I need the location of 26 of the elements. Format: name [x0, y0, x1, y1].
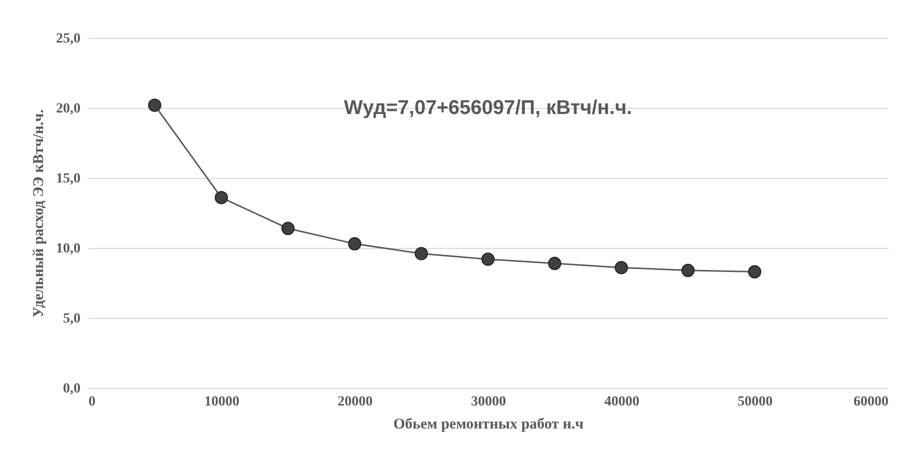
point — [481, 252, 495, 266]
point — [414, 246, 428, 260]
x-tick-label: 10000 — [204, 394, 240, 410]
y-tick-label: 25,0 — [56, 32, 80, 46]
y-tick-label: 20,0 — [56, 102, 80, 116]
x-tick-label: 0 — [88, 394, 96, 410]
point — [614, 260, 628, 274]
point — [348, 237, 362, 250]
point — [748, 265, 762, 278]
y-axis-title: Удельный расход ЭЭ кВтч/н.ч. — [31, 109, 47, 318]
y-tick-label: 5,0 — [63, 312, 80, 326]
x-axis-title: Обьем ремонтных работ н.ч — [393, 416, 584, 432]
y-tick-label: 15,0 — [56, 172, 80, 186]
y-tick-label: 0,0 — [63, 382, 80, 396]
point — [548, 256, 562, 270]
x-tick-label: 30000 — [471, 394, 506, 410]
annotation: Wуд=7,07+656097/П, кВтч/н.ч. — [344, 97, 632, 119]
point — [681, 264, 695, 278]
x-tick-label: 20000 — [338, 394, 373, 410]
x-tick-label: 40000 — [604, 394, 640, 410]
x-tick-label: 60000 — [854, 394, 888, 410]
point — [214, 190, 228, 204]
x-tick-label: 50000 — [738, 394, 773, 410]
point — [148, 98, 162, 112]
point — [281, 222, 295, 236]
y-tick-label: 10,0 — [56, 242, 80, 256]
